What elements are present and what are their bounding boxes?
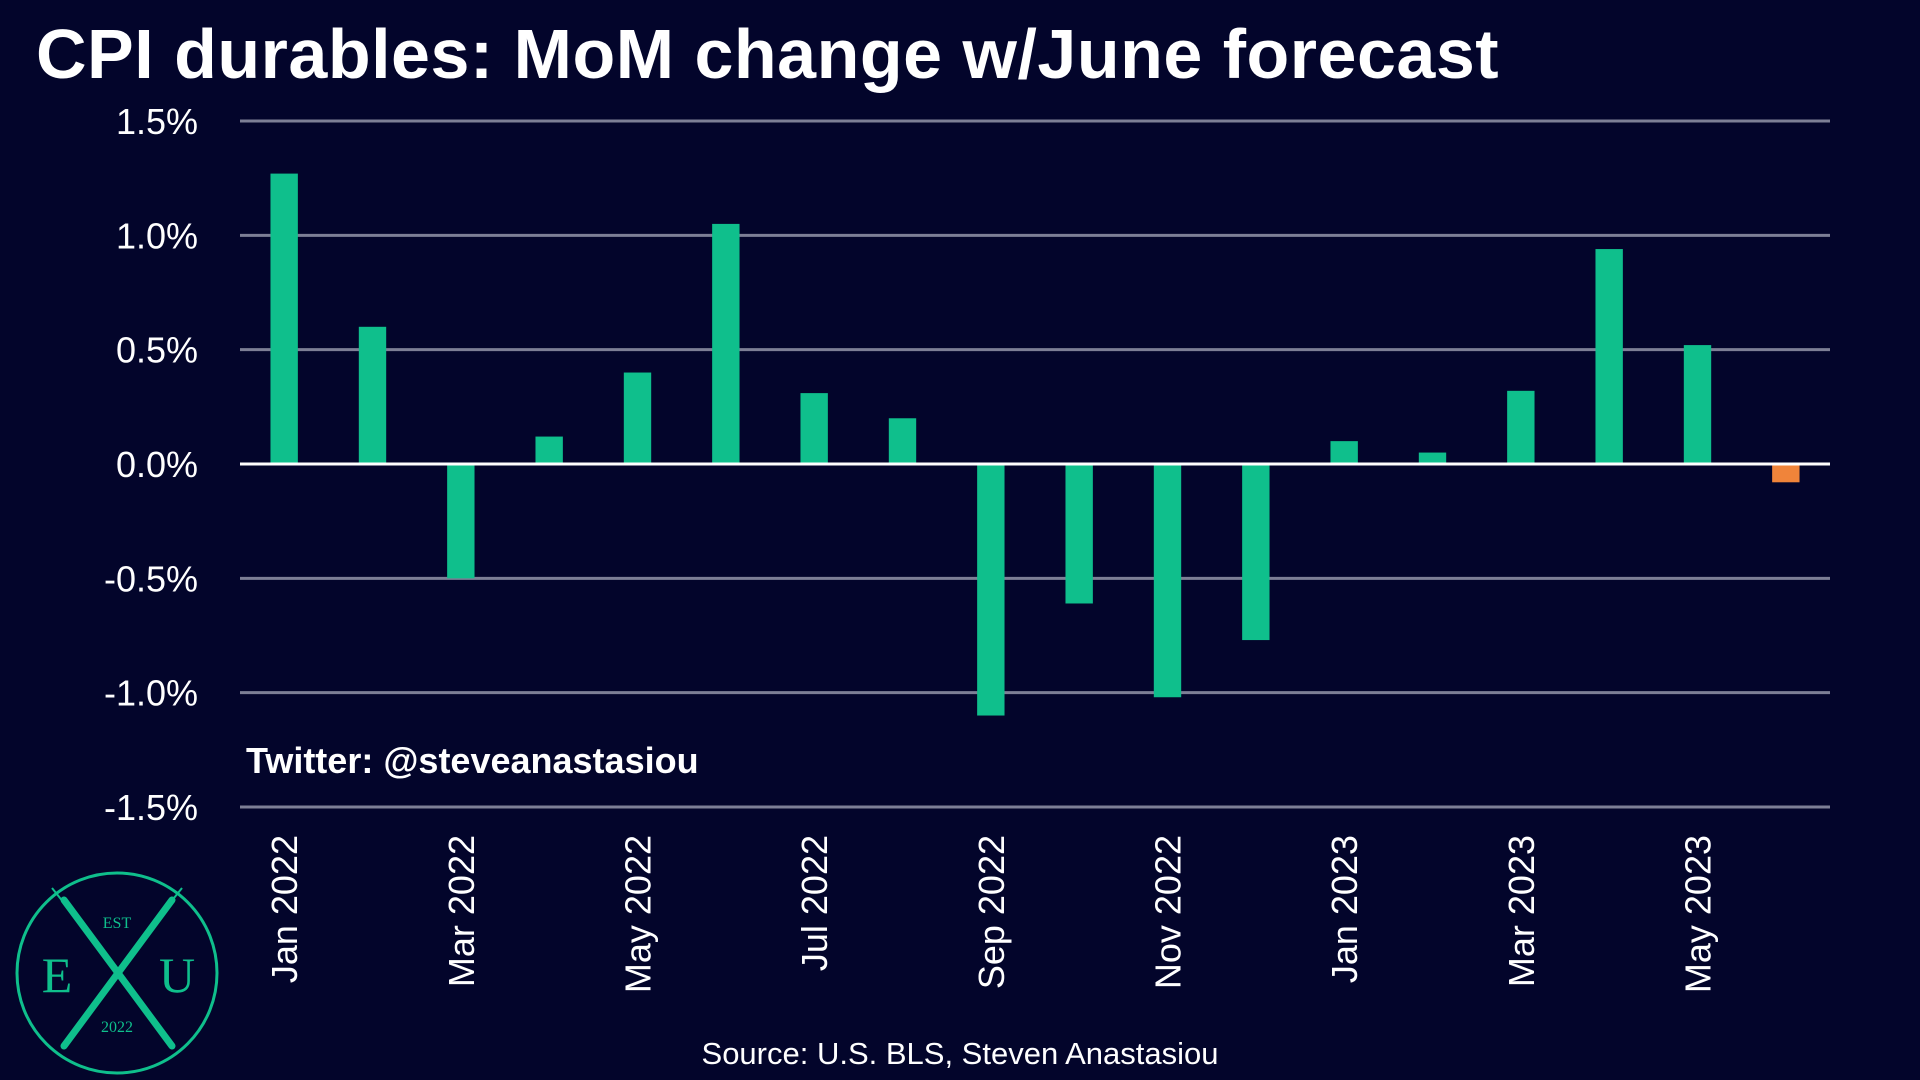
bar xyxy=(358,326,387,464)
x-tick-label: Jul 2022 xyxy=(794,835,835,971)
bar xyxy=(447,464,475,579)
x-tick-label: Nov 2022 xyxy=(1148,835,1189,989)
bar xyxy=(800,393,828,464)
x-tick-label: Jan 2023 xyxy=(1324,835,1365,983)
bar xyxy=(1330,441,1358,464)
bar xyxy=(1595,249,1623,464)
bar xyxy=(1507,390,1535,464)
y-tick-labels: 1.5% 1.0% 0.5% 0.0% -0.5% -1.0% -1.5% xyxy=(104,101,198,828)
bar xyxy=(270,173,298,465)
logo-letter-u: U xyxy=(159,947,195,1003)
bar xyxy=(977,464,1005,716)
twitter-handle: Twitter: @steveanastasiou xyxy=(246,740,699,781)
exu-logo: EST E U 2022 xyxy=(15,871,219,1075)
bar xyxy=(888,418,917,464)
x-tick-label: Mar 2023 xyxy=(1501,835,1542,987)
y-tick-label: 1.0% xyxy=(116,215,198,256)
x-tick-labels: Jan 2022 Mar 2022 May 2022 Jul 2022 Sep 2022… xyxy=(264,835,1718,993)
bar xyxy=(1153,464,1182,698)
gridlines xyxy=(240,119,1830,809)
y-tick-label: 1.5% xyxy=(116,101,198,142)
bar xyxy=(1683,345,1712,464)
source-note: Source: U.S. BLS, Steven Anastasiou xyxy=(701,1036,1219,1071)
logo-year: 2022 xyxy=(101,1019,133,1036)
bar xyxy=(1065,464,1093,604)
y-tick-label: -1.0% xyxy=(104,673,198,714)
bar xyxy=(1242,464,1270,641)
bar xyxy=(712,223,740,464)
x-tick-label: May 2023 xyxy=(1678,835,1719,993)
bars xyxy=(270,173,1800,716)
x-tick-label: Sep 2022 xyxy=(971,835,1012,989)
x-tick-label: May 2022 xyxy=(618,835,659,993)
x-tick-label: Mar 2022 xyxy=(441,835,482,987)
y-tick-label: -0.5% xyxy=(104,558,198,599)
x-tick-label: Jan 2022 xyxy=(264,835,305,983)
bar xyxy=(535,436,563,464)
forecast-bar xyxy=(1772,464,1800,483)
y-tick-label: -1.5% xyxy=(104,787,198,828)
chart-title: CPI durables: MoM change w/June forecast xyxy=(36,15,1500,93)
y-tick-label: 0.0% xyxy=(116,444,198,485)
bar xyxy=(623,372,652,464)
logo-letter-e: E xyxy=(42,947,73,1003)
bar xyxy=(1418,452,1447,464)
logo-est: EST xyxy=(103,915,132,932)
y-tick-label: 0.5% xyxy=(116,330,198,371)
